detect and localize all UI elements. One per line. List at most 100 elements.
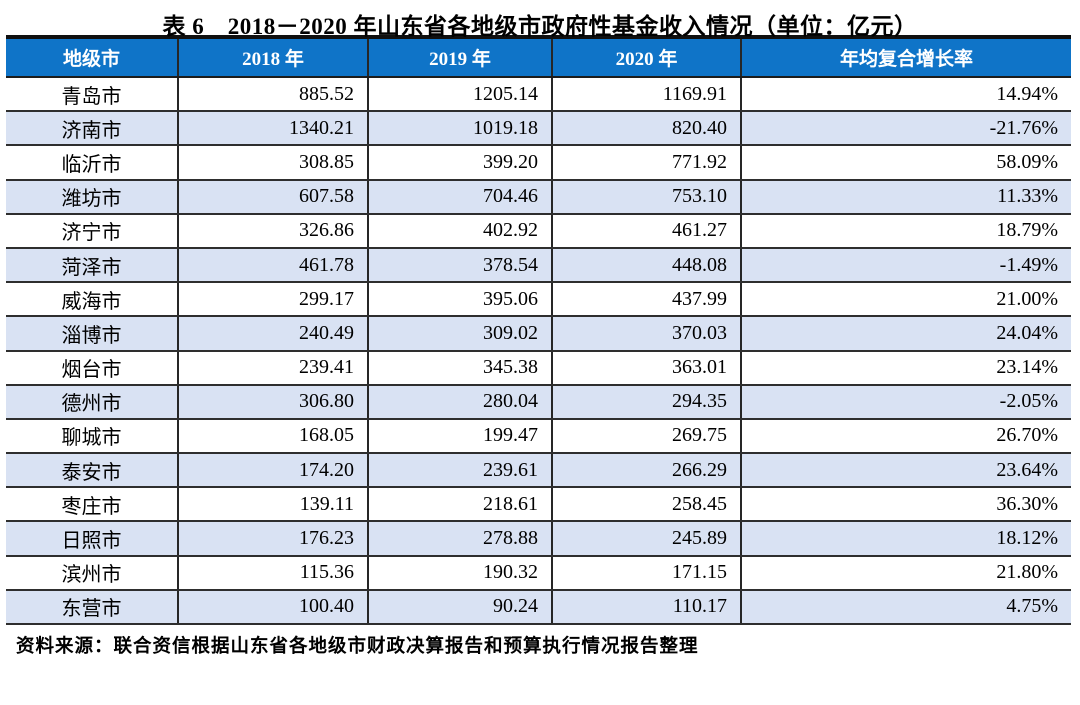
table-row: 滨州市 115.36 190.32 171.15 21.80% <box>6 555 1071 591</box>
cell-cagr: 36.30% <box>740 487 1071 523</box>
cell-cagr: 14.94% <box>740 77 1071 113</box>
cell-city: 菏泽市 <box>6 247 178 284</box>
table-row: 淄博市 240.49 309.02 370.03 24.04% <box>6 316 1071 352</box>
cell-2019: 395.06 <box>367 282 552 318</box>
cell-2020: 753.10 <box>551 179 741 215</box>
cell-2020: 294.35 <box>551 384 741 420</box>
table-row: 济宁市 326.86 402.92 461.27 18.79% <box>6 213 1071 249</box>
cell-cagr: 26.70% <box>740 418 1071 455</box>
cell-cagr: 21.00% <box>740 282 1071 318</box>
table-row: 临沂市 308.85 399.20 771.92 58.09% <box>6 145 1071 181</box>
cell-cagr: 18.79% <box>740 213 1071 249</box>
cell-city: 泰安市 <box>6 453 178 489</box>
cell-2019: 278.88 <box>367 521 552 557</box>
cell-city: 济宁市 <box>6 213 178 249</box>
table-row: 威海市 299.17 395.06 437.99 21.00% <box>6 282 1071 318</box>
cell-2019: 402.92 <box>367 213 552 249</box>
cell-2019: 199.47 <box>367 418 552 455</box>
cell-2018: 461.78 <box>177 247 368 284</box>
table-header: 地级市 2018 年 2019 年 2020 年 年均复合增长率 <box>6 35 1071 78</box>
cell-2018: 326.86 <box>177 213 368 249</box>
cell-2020: 820.40 <box>551 111 741 147</box>
cell-city: 滨州市 <box>6 555 178 591</box>
table-row: 泰安市 174.20 239.61 266.29 23.64% <box>6 453 1071 489</box>
header-cell-city: 地级市 <box>6 35 178 78</box>
cell-2019: 218.61 <box>367 487 552 523</box>
cell-2020: 110.17 <box>551 589 741 626</box>
cell-2019: 90.24 <box>367 589 552 626</box>
cell-cagr: 24.04% <box>740 316 1071 352</box>
table-body: 青岛市 885.52 1205.14 1169.91 14.94% 济南市 1340.21 1… <box>6 77 1071 626</box>
cell-2019: 399.20 <box>367 145 552 181</box>
cell-2018: 174.20 <box>177 453 368 489</box>
table-row: 潍坊市 607.58 704.46 753.10 11.33% <box>6 179 1071 215</box>
cell-2020: 771.92 <box>551 145 741 181</box>
cell-2020: 258.45 <box>551 487 741 523</box>
cell-city: 聊城市 <box>6 418 178 455</box>
cell-city: 东营市 <box>6 589 178 626</box>
cell-2019: 280.04 <box>367 384 552 420</box>
source-note: 资料来源：联合资信根据山东省各地级市财政决算报告和预算执行情况报告整理 <box>16 637 699 657</box>
cell-cagr: 18.12% <box>740 521 1071 557</box>
cell-city: 济南市 <box>6 111 178 147</box>
cell-cagr: -21.76% <box>740 111 1071 147</box>
table-row: 烟台市 239.41 345.38 363.01 23.14% <box>6 350 1071 386</box>
cell-2020: 461.27 <box>551 213 741 249</box>
cell-2020: 266.29 <box>551 453 741 489</box>
table-row: 济南市 1340.21 1019.18 820.40 -21.76% <box>6 111 1071 147</box>
cell-2019: 378.54 <box>367 247 552 284</box>
cell-2020: 437.99 <box>551 282 741 318</box>
table-row: 枣庄市 139.11 218.61 258.45 36.30% <box>6 487 1071 523</box>
cell-2018: 308.85 <box>177 145 368 181</box>
cell-2019: 704.46 <box>367 179 552 215</box>
cell-cagr: 58.09% <box>740 145 1071 181</box>
cell-cagr: 23.14% <box>740 350 1071 386</box>
cell-city: 临沂市 <box>6 145 178 181</box>
table-row: 日照市 176.23 278.88 245.89 18.12% <box>6 521 1071 557</box>
cell-2020: 363.01 <box>551 350 741 386</box>
cell-2018: 240.49 <box>177 316 368 352</box>
table-row: 东营市 100.40 90.24 110.17 4.75% <box>6 589 1071 626</box>
header-row: 地级市 2018 年 2019 年 2020 年 年均复合增长率 <box>6 35 1071 78</box>
table-title: 表 6 2018－2020 年山东省各地级市政府性基金收入情况（单位：亿元） <box>162 14 918 39</box>
cell-cagr: 23.64% <box>740 453 1071 489</box>
table-row: 聊城市 168.05 199.47 269.75 26.70% <box>6 418 1071 455</box>
cell-city: 威海市 <box>6 282 178 318</box>
cell-city: 潍坊市 <box>6 179 178 215</box>
cell-cagr: 11.33% <box>740 179 1071 215</box>
table-row: 菏泽市 461.78 378.54 448.08 -1.49% <box>6 247 1071 284</box>
cell-2019: 239.61 <box>367 453 552 489</box>
cell-2020: 245.89 <box>551 521 741 557</box>
cell-2020: 1169.91 <box>551 77 741 113</box>
cell-2019: 309.02 <box>367 316 552 352</box>
cell-city: 烟台市 <box>6 350 178 386</box>
header-cell-cagr: 年均复合增长率 <box>740 35 1071 78</box>
cell-2020: 448.08 <box>551 247 741 284</box>
cell-city: 德州市 <box>6 384 178 420</box>
cell-city: 淄博市 <box>6 316 178 352</box>
cell-2018: 885.52 <box>177 77 368 113</box>
header-cell-2018: 2018 年 <box>177 35 368 78</box>
cell-2019: 190.32 <box>367 555 552 591</box>
table-row: 德州市 306.80 280.04 294.35 -2.05% <box>6 384 1071 420</box>
fund-revenue-table: 地级市 2018 年 2019 年 2020 年 年均复合增长率 青岛市 885.… <box>6 35 1071 626</box>
cell-cagr: 21.80% <box>740 555 1071 591</box>
cell-cagr: -2.05% <box>740 384 1071 420</box>
cell-2020: 171.15 <box>551 555 741 591</box>
header-cell-2020: 2020 年 <box>551 35 741 78</box>
cell-cagr: 4.75% <box>740 589 1071 626</box>
cell-2018: 299.17 <box>177 282 368 318</box>
cell-2018: 100.40 <box>177 589 368 626</box>
cell-2020: 269.75 <box>551 418 741 455</box>
cell-2018: 306.80 <box>177 384 368 420</box>
cell-2018: 139.11 <box>177 487 368 523</box>
cell-2018: 607.58 <box>177 179 368 215</box>
table-row: 青岛市 885.52 1205.14 1169.91 14.94% <box>6 77 1071 113</box>
cell-2020: 370.03 <box>551 316 741 352</box>
cell-2018: 168.05 <box>177 418 368 455</box>
cell-2019: 1019.18 <box>367 111 552 147</box>
cell-cagr: -1.49% <box>740 247 1071 284</box>
cell-2018: 176.23 <box>177 521 368 557</box>
cell-2018: 239.41 <box>177 350 368 386</box>
